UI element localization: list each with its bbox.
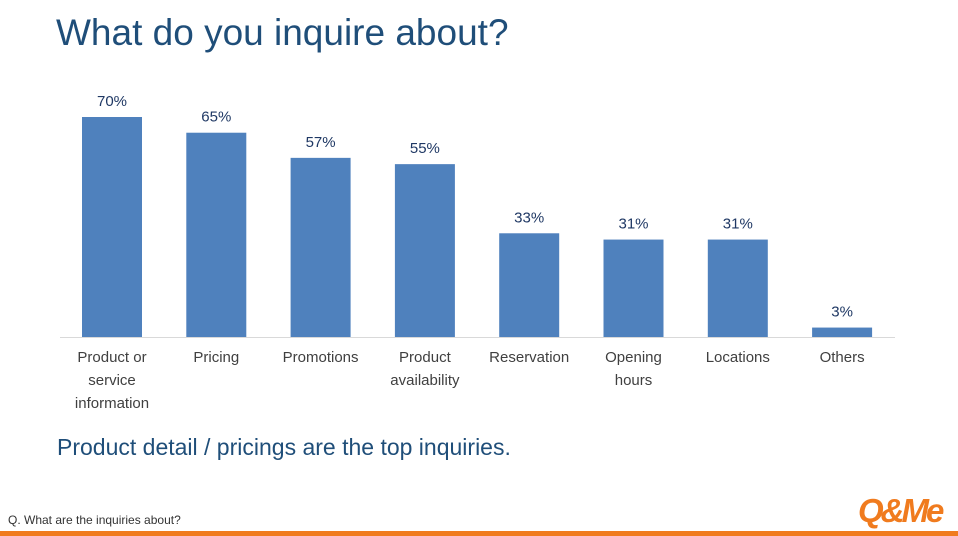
- bar-5: [603, 239, 664, 337]
- value-label-0: 70%: [97, 93, 127, 110]
- bar-chart: 70% Product or service information 65% Pricin…: [60, 93, 895, 412]
- bottom-accent-bar: [0, 531, 958, 536]
- value-label-4: 33%: [514, 209, 544, 226]
- category-label-7: Others: [820, 349, 865, 366]
- value-label-3: 55%: [410, 140, 440, 157]
- slide-title: What do you inquire about?: [56, 12, 509, 53]
- bar-3: [394, 164, 455, 337]
- category-label-4: Reservation: [489, 349, 569, 366]
- category-label-5: Opening hours: [605, 349, 662, 389]
- value-label-6: 31%: [723, 216, 753, 233]
- value-label-5: 31%: [618, 216, 648, 233]
- category-label-2: Promotions: [283, 349, 359, 366]
- footnote: Q. What are the inquiries about?: [8, 513, 181, 527]
- value-label-1: 65%: [201, 109, 231, 126]
- bars-group: [82, 117, 873, 337]
- bar-1: [186, 132, 247, 337]
- bar-7: [812, 327, 873, 337]
- value-label-7: 3%: [831, 304, 853, 321]
- bar-0: [82, 117, 142, 337]
- bar-6: [707, 239, 768, 337]
- value-label-2: 57%: [306, 134, 336, 151]
- bar-2: [290, 157, 351, 337]
- category-label-1: Pricing: [193, 349, 239, 366]
- category-label-6: Locations: [706, 349, 770, 366]
- category-label-0: Product or service information: [75, 349, 149, 412]
- labels-group: 70% Product or service information 65% Pricin…: [75, 93, 865, 412]
- bar-4: [499, 233, 560, 337]
- category-label-3: Product availability: [390, 349, 460, 389]
- qme-logo: Q&Me: [858, 492, 944, 529]
- slide-subtitle: Product detail / pricings are the top in…: [57, 434, 511, 460]
